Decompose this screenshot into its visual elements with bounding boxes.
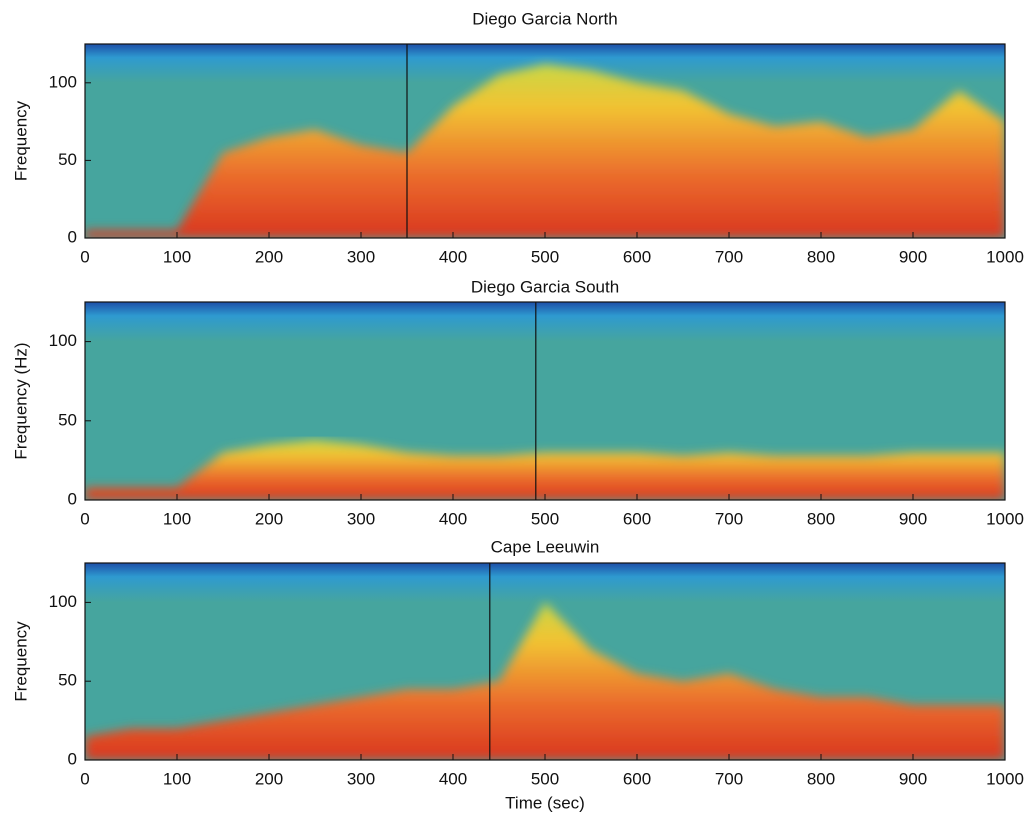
x-tick-label: 600 xyxy=(623,247,651,266)
panel-title: Cape Leeuwin xyxy=(491,537,600,556)
x-tick-label: 200 xyxy=(255,509,283,528)
x-tick-label: 200 xyxy=(255,247,283,266)
energy-layer xyxy=(85,602,1005,760)
x-tick-label: 200 xyxy=(255,769,283,788)
x-tick-label: 900 xyxy=(899,769,927,788)
panel-title: Diego Garcia North xyxy=(472,9,618,28)
panel-title: Diego Garcia South xyxy=(471,277,619,296)
x-tick-label: 500 xyxy=(531,509,559,528)
x-tick-label: 700 xyxy=(715,247,743,266)
y-axis-label: Frequency xyxy=(11,100,30,181)
y-tick-label: 50 xyxy=(58,150,77,169)
x-tick-label: 100 xyxy=(163,769,191,788)
x-tick-label: 600 xyxy=(623,769,651,788)
y-axis-label: Frequency xyxy=(11,621,30,702)
x-tick-label: 800 xyxy=(807,769,835,788)
x-tick-label: 0 xyxy=(80,509,89,528)
y-tick-label: 100 xyxy=(49,331,77,350)
x-tick-label: 600 xyxy=(623,509,651,528)
energy-area xyxy=(85,64,1005,238)
y-tick-label: 100 xyxy=(49,72,77,91)
y-tick-label: 0 xyxy=(68,749,77,768)
y-tick-label: 100 xyxy=(49,592,77,611)
x-tick-label: 1000 xyxy=(986,509,1024,528)
x-tick-label: 700 xyxy=(715,509,743,528)
x-tick-label: 800 xyxy=(807,509,835,528)
x-tick-label: 700 xyxy=(715,769,743,788)
x-tick-label: 500 xyxy=(531,769,559,788)
x-tick-label: 500 xyxy=(531,247,559,266)
x-axis-label: Time (sec) xyxy=(505,793,585,812)
energy-layer xyxy=(85,439,1005,500)
x-tick-label: 900 xyxy=(899,509,927,528)
energy-layer xyxy=(85,64,1005,238)
x-tick-label: 300 xyxy=(347,247,375,266)
x-tick-label: 300 xyxy=(347,509,375,528)
y-axis-label: Frequency (Hz) xyxy=(11,342,30,459)
x-tick-label: 100 xyxy=(163,509,191,528)
x-tick-label: 1000 xyxy=(986,769,1024,788)
x-tick-label: 0 xyxy=(80,247,89,266)
x-tick-label: 1000 xyxy=(986,247,1024,266)
x-tick-label: 100 xyxy=(163,247,191,266)
x-tick-label: 300 xyxy=(347,769,375,788)
x-tick-label: 400 xyxy=(439,247,467,266)
y-tick-label: 50 xyxy=(58,671,77,690)
x-tick-label: 400 xyxy=(439,769,467,788)
x-tick-label: 900 xyxy=(899,247,927,266)
x-tick-label: 400 xyxy=(439,509,467,528)
y-tick-label: 0 xyxy=(68,227,77,246)
x-tick-label: 800 xyxy=(807,247,835,266)
energy-area xyxy=(85,602,1005,760)
x-tick-label: 0 xyxy=(80,769,89,788)
y-tick-label: 50 xyxy=(58,410,77,429)
energy-area xyxy=(85,439,1005,500)
y-tick-label: 0 xyxy=(68,489,77,508)
